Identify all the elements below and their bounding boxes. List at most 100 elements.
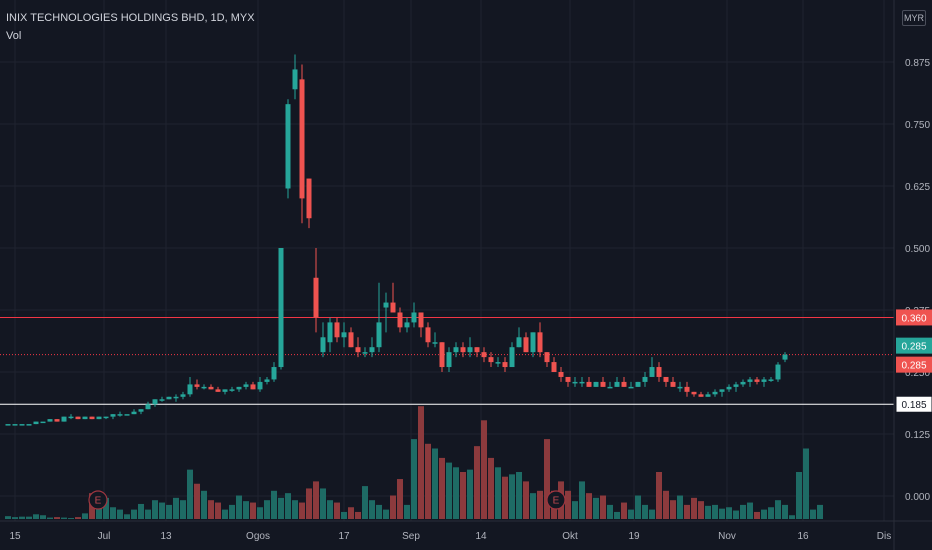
candle-body [719, 389, 725, 392]
volume-bar [341, 511, 347, 519]
earnings-marker-label: E [95, 496, 102, 507]
volume-bar [278, 497, 284, 519]
y-tick-label: 0.000 [905, 492, 930, 503]
candle-body [712, 391, 718, 395]
volume-bar [544, 439, 550, 519]
candle-body [47, 419, 53, 422]
volume-bar [5, 516, 11, 519]
x-tick-label: Ogos [246, 531, 270, 542]
candle-body [334, 322, 340, 338]
volume-bar [285, 493, 291, 519]
candle-body [586, 381, 592, 387]
volume-bar [397, 479, 403, 519]
candle-body [481, 352, 487, 358]
candle-body [271, 367, 277, 380]
volume-bar [453, 467, 459, 519]
volume-bar [96, 504, 102, 519]
volume-bar [383, 509, 389, 519]
y-tick-label: 0.250 [905, 368, 930, 379]
y-tick-label: 0.750 [905, 120, 930, 131]
candle-body [593, 381, 599, 387]
candle-body [194, 384, 200, 387]
candle-body [663, 376, 669, 382]
candle-body [621, 381, 627, 387]
volume-bar [299, 502, 305, 519]
volume-bar [460, 472, 466, 519]
volume-bar [40, 515, 46, 519]
x-tick-label: 16 [797, 531, 809, 542]
volume-bar [726, 507, 732, 519]
x-tick-label: Okt [562, 531, 578, 542]
volume-bar [257, 507, 263, 519]
volume-bar [810, 509, 816, 519]
candle-body [509, 347, 515, 368]
volume-bar [250, 502, 256, 519]
volume-bar [376, 504, 382, 519]
candle-body [82, 416, 88, 420]
candle-body [229, 389, 235, 391]
volume-bar [264, 500, 270, 519]
volume-bar [61, 517, 67, 519]
volume-bar [159, 502, 165, 519]
candle-body [40, 421, 46, 424]
volume-bar [817, 504, 823, 519]
x-tick-label: 15 [9, 531, 21, 542]
candle-body [138, 409, 144, 412]
candle-body [502, 362, 508, 368]
price-label-text: 0.285 [901, 342, 926, 353]
candle-body [173, 396, 179, 399]
volume-bar [124, 514, 130, 519]
currency-badge[interactable]: MYR [902, 10, 926, 26]
volume-bar [411, 439, 417, 519]
candle-body [166, 396, 172, 400]
volume-bar [607, 504, 613, 519]
volume-bar [47, 517, 53, 519]
candle-body [747, 379, 753, 382]
volume-bar [684, 504, 690, 519]
volume-bar [803, 448, 809, 519]
candle-body [726, 386, 732, 390]
candle-body [754, 379, 760, 382]
volume-bar [243, 501, 249, 519]
candle-body [201, 386, 207, 389]
candle-body [782, 354, 788, 360]
candle-body [383, 302, 389, 308]
volume-bar [19, 516, 25, 519]
candle-body [579, 381, 585, 384]
volume-bar [117, 509, 123, 519]
volume-bar [621, 502, 627, 519]
candle-body [460, 347, 466, 353]
candle-body [96, 416, 102, 420]
candle-body [523, 337, 529, 353]
candle-body [600, 381, 606, 387]
candle-body [180, 394, 186, 397]
x-tick-label: Nov [718, 531, 736, 542]
volume-bar [467, 469, 473, 519]
volume-bar [719, 508, 725, 519]
volume-bar [12, 517, 18, 519]
candle-body [61, 416, 67, 422]
volume-bar [110, 507, 116, 519]
x-tick-label: Jul [98, 531, 111, 542]
volume-bar [733, 510, 739, 519]
candle-body [670, 381, 676, 387]
candle-body [544, 352, 550, 363]
candle-body [495, 362, 501, 364]
candle-body [439, 342, 445, 368]
volume-bar [670, 500, 676, 519]
price-labels: 0.360 0.285 0.285 0.185 [895, 309, 932, 413]
candle-body [320, 337, 326, 353]
volume-bar [194, 483, 200, 519]
candle-body [152, 399, 158, 405]
volume-bar [292, 500, 298, 519]
volume-bar [229, 504, 235, 519]
candle-body [264, 379, 270, 382]
volume-bar [26, 516, 32, 519]
candle-body [411, 312, 417, 323]
candle-body [607, 386, 613, 389]
volume-bar [208, 500, 214, 519]
volume-bar [327, 500, 333, 519]
volume-bar [642, 504, 648, 519]
